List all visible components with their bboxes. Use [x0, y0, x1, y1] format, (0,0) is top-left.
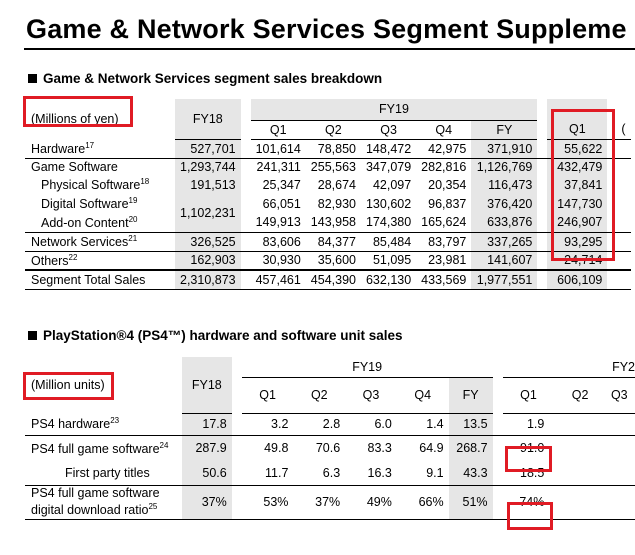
page-title: Game & Network Services Segment Suppleme — [26, 14, 627, 44]
table-row: Hardware17 527,701 101,614 78,850 148,472… — [25, 139, 631, 158]
table-row: Game Software 1,293,744 241,311 255,563 3… — [25, 158, 631, 176]
column-header-q3: Q3 — [360, 120, 417, 140]
highlight-box-software-q1 — [505, 446, 552, 472]
column-header-next-q1: Q1 — [547, 120, 608, 140]
highlight-box-unit-label — [23, 96, 133, 127]
table-row: Add-on Content20 149,913 143,958 174,380 1… — [25, 213, 631, 232]
table-row: Network Services21 326,525 83,606 84,377 … — [25, 232, 631, 251]
unit-label: (Millions of yen) — [31, 112, 119, 126]
square-bullet-icon — [28, 74, 37, 83]
column-header-fy18: FY18 — [175, 99, 241, 140]
unit-sales-table: (Million units) FY18 FY19 FY2 Q1 Q2 Q3 Q… — [25, 357, 635, 520]
table-row: PS4 full game software24 287.9 49.8 70.6 … — [25, 435, 635, 461]
section-heading-sales: Game & Network Services segment sales br… — [28, 71, 382, 86]
unit-label: (Million units) — [31, 378, 105, 392]
table-row: Physical Software18 191,513 25,347 28,674… — [25, 176, 631, 194]
highlight-box-unit-label-2 — [23, 372, 114, 400]
column-header-fy: FY — [471, 120, 538, 140]
table-row: PS4 hardware23 17.8 3.2 2.8 6.0 1.4 13.5 1… — [25, 413, 635, 435]
table-row-total: Segment Total Sales 2,310,873 457,461 454… — [25, 270, 631, 289]
sales-breakdown-table: (Millions of yen) FY18 FY19 Q1 Q2 Q3 Q4 … — [25, 99, 631, 290]
square-bullet-icon — [28, 331, 37, 340]
highlight-box-download-ratio-q1 — [507, 502, 553, 530]
column-header-fy19: FY19 — [241, 357, 493, 378]
title-underline — [24, 48, 635, 50]
section-heading-units: PlayStation®4 (PS4™) hardware and softwa… — [28, 328, 403, 343]
column-header-fy18: FY18 — [181, 357, 232, 414]
table-row: Digital Software19 1,102,231 66,051 82,93… — [25, 194, 631, 232]
column-header-q2: Q2 — [305, 120, 361, 140]
column-header-fy19: FY19 — [250, 99, 538, 121]
column-header-next-fy: FY2 — [502, 357, 635, 378]
table-row: Others22 162,903 30,930 35,600 51,095 23,9… — [25, 251, 631, 270]
column-header-q1: Q1 — [250, 120, 306, 140]
highlight-box-latest-quarter — [551, 109, 615, 261]
column-header-q4: Q4 — [416, 120, 472, 140]
